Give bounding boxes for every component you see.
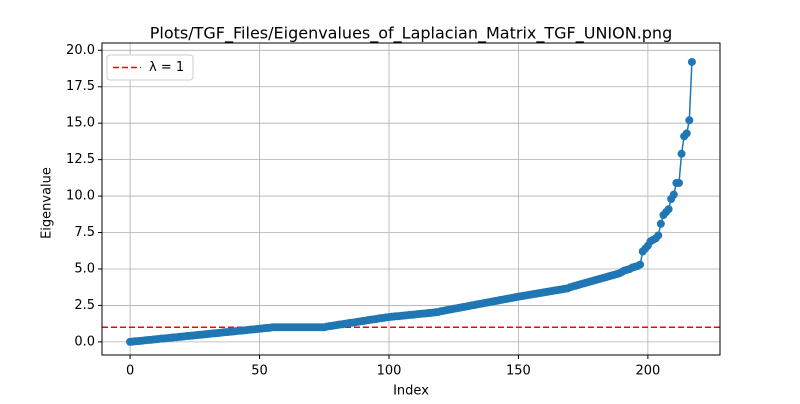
data-point [654, 231, 663, 240]
chart-title: Plots/TGF_Files/Eigenvalues_of_Laplacian… [150, 24, 672, 44]
y-tick-label: 17.5 [66, 79, 95, 94]
x-tick-label: 0 [126, 364, 134, 379]
data-point [636, 260, 645, 269]
x-axis-label: Index [393, 384, 429, 399]
data-point [687, 57, 696, 66]
data-point [664, 205, 673, 214]
y-tick-label: 2.5 [74, 298, 95, 313]
y-tick-label: 12.5 [66, 152, 95, 167]
y-tick-label: 0.0 [74, 334, 95, 349]
series-line [130, 61, 693, 343]
data-point [656, 219, 665, 228]
data-point [685, 116, 694, 125]
y-tick-label: 10.0 [66, 189, 95, 204]
x-tick-label: 100 [377, 364, 402, 379]
legend-label: λ = 1 [149, 60, 184, 75]
data-point [682, 129, 691, 138]
legend: λ = 1 [106, 54, 194, 81]
plot-frame [101, 42, 721, 356]
y-tick-label: 5.0 [74, 261, 95, 276]
data-point [669, 190, 678, 199]
legend-box [106, 54, 194, 81]
x-tick-label: 150 [506, 364, 531, 379]
data-point [677, 149, 686, 158]
y-tick-label: 7.5 [74, 225, 95, 240]
y-tick-label: 15.0 [66, 116, 95, 131]
data-point [674, 178, 683, 187]
y-axis-label: Eigenvalue [40, 167, 55, 239]
x-tick-label: 200 [635, 364, 660, 379]
y-tick-label: 20.0 [66, 43, 95, 58]
x-tick-label: 50 [251, 364, 268, 379]
